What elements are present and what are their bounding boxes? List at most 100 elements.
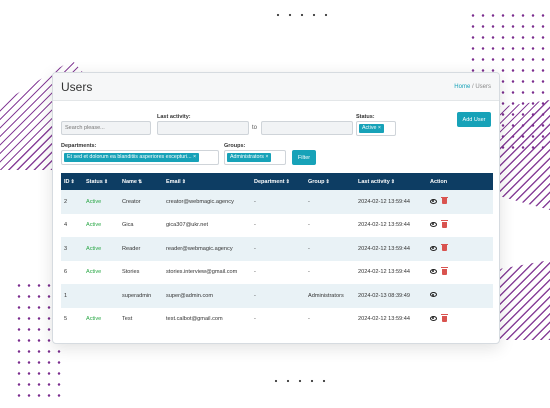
breadcrumb-current: Users	[475, 83, 491, 90]
table-row: 3 Active Reader reader@webmagic.agency -…	[61, 237, 493, 261]
trash-icon[interactable]	[441, 314, 448, 322]
table-header-row: ID⇕ Status⇕ Name⇅ Email⇕ Department⇕ Gro…	[61, 173, 493, 190]
decorative-dots-top	[272, 12, 332, 18]
eye-icon[interactable]	[430, 316, 437, 321]
cell-department: -	[254, 245, 256, 252]
cell-name: superadmin	[122, 292, 152, 299]
cell-action	[427, 308, 493, 332]
cell-action	[427, 261, 493, 285]
search-input[interactable]	[61, 121, 151, 135]
cell-id: 1	[64, 292, 68, 299]
groups-label: Groups:	[224, 143, 246, 149]
eye-icon[interactable]	[430, 245, 437, 251]
cell-last-activity: 2024-02-13 08:39:49	[358, 292, 410, 299]
cell-email: creator@webmagic.agency	[166, 198, 234, 205]
cell-status: Active	[86, 198, 102, 205]
column-header-id[interactable]: ID⇕	[64, 178, 75, 185]
column-header-action: Action	[430, 178, 448, 185]
sort-icon[interactable]: ⇕	[390, 178, 395, 185]
trash-icon[interactable]	[441, 243, 448, 251]
add-user-button[interactable]: Add User	[457, 112, 491, 127]
last-activity-to-input[interactable]	[261, 121, 353, 135]
cell-status: Active	[86, 269, 102, 276]
cell-email: reader@webmagic.agency	[166, 245, 233, 252]
cell-name: Test	[122, 316, 133, 323]
departments-select[interactable]: Et sed et dolorum ea blanditiis asperior…	[61, 150, 219, 165]
column-header-last-activity[interactable]: Last activity⇕	[358, 178, 395, 185]
eye-icon[interactable]	[430, 292, 437, 298]
cell-action	[427, 284, 493, 308]
trash-icon[interactable]	[441, 220, 448, 228]
cell-action	[427, 237, 493, 261]
cell-name: Stories	[122, 269, 140, 276]
sort-icon[interactable]: ⇕	[181, 178, 186, 185]
breadcrumb-home-link[interactable]: Home	[454, 83, 471, 90]
eye-icon[interactable]	[430, 269, 437, 274]
cell-action	[427, 190, 493, 214]
cell-department: -	[254, 222, 256, 229]
cell-id: 6	[64, 269, 68, 276]
sort-icon[interactable]: ⇕	[103, 178, 109, 185]
users-table: ID⇕ Status⇕ Name⇅ Email⇕ Department⇕ Gro…	[61, 173, 493, 331]
department-tag[interactable]: Et sed et dolorum ea blanditiis asperior…	[64, 153, 200, 162]
sort-icon[interactable]: ⇅	[137, 178, 143, 185]
cell-email: super@admin.com	[166, 292, 214, 299]
cell-name: Reader	[122, 245, 141, 252]
eye-icon[interactable]	[430, 198, 437, 204]
table-row: 6 Active Stories stories.interview@gmail…	[61, 260, 493, 285]
table-row: 4 Active Gica gica307@ukr.net - - 2024-0…	[61, 213, 493, 238]
cell-department: -	[254, 269, 256, 276]
group-tag-administrators[interactable]: Administrators ×	[227, 153, 272, 162]
cell-action	[427, 214, 493, 238]
table-row: 2 Active Creator creator@webmagic.agency…	[61, 190, 493, 214]
status-tag-active[interactable]: Active ×	[359, 124, 384, 133]
cell-status: Active	[86, 316, 102, 323]
cell-last-activity: 2024-02-12 13:59:44	[358, 245, 410, 252]
cell-id: 3	[64, 245, 68, 252]
column-header-department[interactable]: Department⇕	[254, 178, 290, 185]
cell-email: gica307@ukr.net	[166, 222, 209, 229]
column-header-status[interactable]: Status⇕	[86, 178, 109, 185]
sort-icon[interactable]: ⇕	[285, 178, 290, 185]
breadcrumb: Home / Users	[454, 84, 491, 90]
page-title: Users	[61, 79, 93, 94]
eye-icon[interactable]	[430, 222, 437, 227]
users-window: Users Home / Users Last activity: to Sta…	[52, 72, 500, 344]
cell-email: stories.interview@gmail.com	[166, 269, 238, 276]
page-header: Users Home / Users	[53, 73, 499, 101]
status-label: Status:	[356, 114, 375, 120]
sort-icon[interactable]: ⇕	[70, 178, 75, 185]
last-activity-from-input[interactable]	[157, 121, 249, 135]
last-activity-label: Last activity:	[157, 114, 191, 120]
table-row: 1 superadmin super@admin.com - Administr…	[61, 284, 493, 308]
trash-icon[interactable]	[441, 196, 448, 204]
cell-group: Administrators	[308, 292, 344, 299]
table-row: 5 Active Test test.calbot@gmail.com - - …	[61, 307, 493, 332]
cell-id: 2	[64, 198, 68, 205]
departments-label: Departments:	[61, 143, 97, 149]
cell-group: -	[308, 245, 310, 252]
groups-select[interactable]: Administrators ×	[224, 150, 286, 165]
cell-department: -	[254, 198, 256, 205]
cell-group: -	[308, 269, 310, 276]
cell-id: 4	[64, 222, 68, 229]
column-header-name[interactable]: Name⇅	[122, 178, 143, 185]
filter-button[interactable]: Filter	[292, 150, 316, 165]
cell-name: Gica	[122, 222, 134, 229]
sort-icon[interactable]: ⇕	[325, 178, 330, 185]
cell-status: Active	[86, 245, 102, 252]
column-header-email[interactable]: Email⇕	[166, 178, 186, 185]
cell-email: test.calbot@gmail.com	[166, 316, 223, 323]
cell-last-activity: 2024-02-12 13:59:44	[358, 198, 410, 205]
status-select[interactable]: Active ×	[356, 121, 396, 136]
trash-icon[interactable]	[441, 267, 448, 275]
cell-status	[83, 284, 119, 308]
decorative-dots-bottom	[270, 378, 334, 384]
cell-group: -	[308, 222, 310, 229]
column-header-group[interactable]: Group⇕	[308, 178, 330, 185]
cell-group: -	[308, 198, 310, 205]
cell-last-activity: 2024-02-12 13:59:44	[358, 269, 410, 276]
cell-last-activity: 2024-02-12 13:59:44	[358, 316, 410, 323]
cell-group: -	[308, 316, 310, 323]
cell-status: Active	[86, 222, 102, 229]
